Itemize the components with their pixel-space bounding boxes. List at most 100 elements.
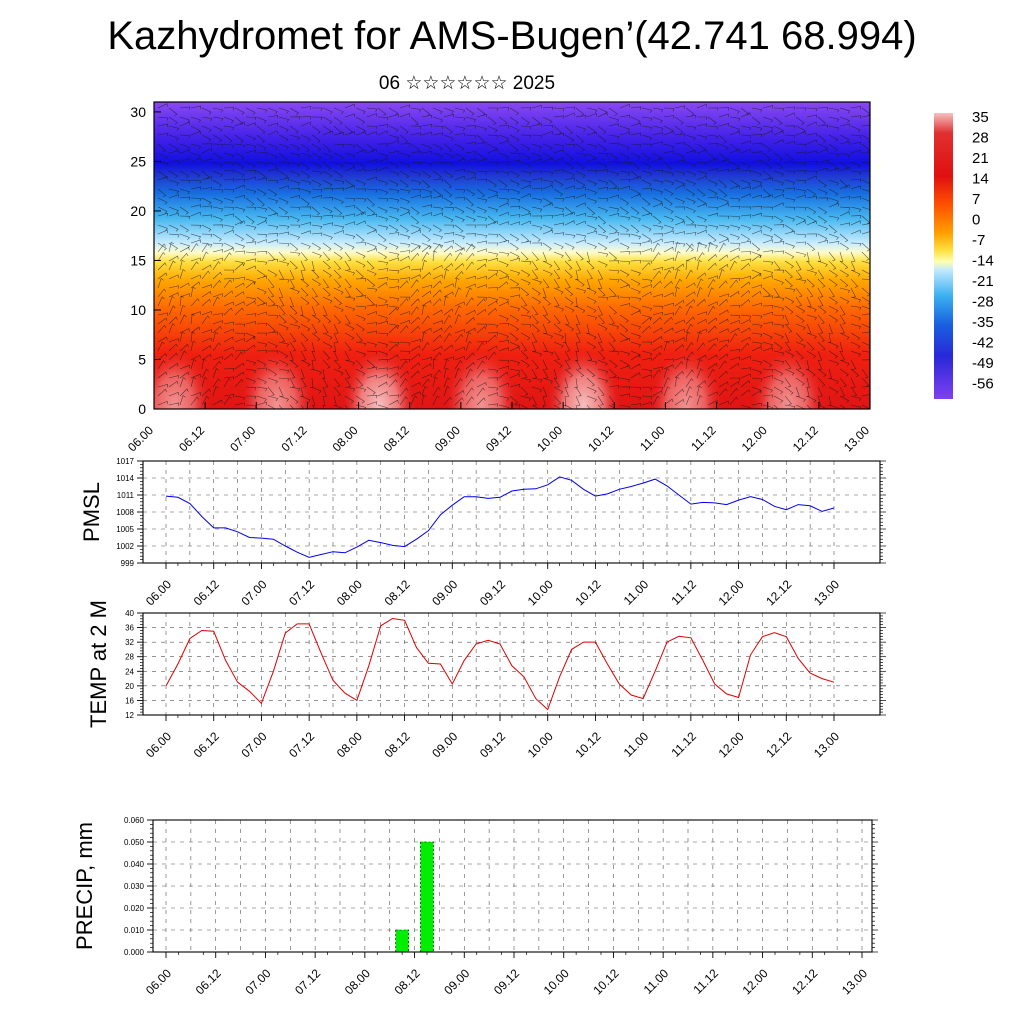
wind-barb (685, 378, 694, 388)
wind-barb (619, 242, 630, 250)
wind-barb (707, 400, 718, 406)
wind-barb (696, 278, 704, 289)
wind-barb (377, 320, 388, 325)
wind-barb (190, 257, 201, 262)
wind-barb (388, 161, 399, 169)
wind-barb (278, 287, 284, 298)
wind-barb (861, 368, 869, 379)
wind-barb (344, 341, 352, 352)
wind-barb (839, 242, 849, 251)
wind-barb (399, 224, 409, 233)
wind-barb (465, 170, 477, 176)
wind-barb (751, 242, 761, 252)
wind-barb (861, 278, 870, 280)
wind-barb (245, 197, 255, 207)
wind-barb (432, 250, 438, 262)
wind-barb (190, 396, 200, 406)
wind-barb (663, 230, 674, 235)
wind-barb (333, 296, 343, 306)
wind-barb (344, 103, 355, 109)
wind-barb (179, 246, 190, 253)
wind-barb (454, 143, 465, 151)
wind-barb (520, 278, 531, 286)
wind-barb (487, 300, 498, 307)
wind-barb (652, 242, 660, 253)
wind-barb (377, 404, 389, 409)
wind-barb (190, 358, 197, 370)
wind-barb (795, 151, 807, 155)
wind-barb (707, 279, 716, 289)
wind-barb (234, 143, 246, 149)
wind-barb (421, 114, 433, 119)
wind-barb (795, 395, 806, 402)
wind-barb (476, 397, 486, 406)
wind-barb (817, 134, 827, 144)
wind-barb (531, 158, 542, 163)
wind-barb (234, 107, 245, 115)
wind-barb (553, 323, 562, 333)
wind-barb (718, 293, 729, 298)
wind-barb (795, 278, 807, 284)
wind-barb (729, 255, 740, 262)
wind-barb (817, 359, 823, 370)
wind-barb (245, 215, 255, 224)
wind-barb (718, 343, 728, 352)
warm-spot (647, 347, 724, 409)
wind-barb (190, 286, 196, 298)
wind-barb (861, 231, 870, 235)
wind-barb (630, 132, 642, 137)
wind-barb (300, 323, 311, 332)
wind-barb (850, 185, 861, 190)
wind-barb (795, 116, 805, 125)
wind-barb (729, 260, 737, 271)
heatmap-x-tick-label: 06.12 (176, 423, 207, 454)
wind-barb (223, 393, 235, 398)
wind-barb (795, 131, 806, 136)
wind-barb (366, 311, 377, 316)
wind-barb (630, 403, 642, 407)
wind-barb (289, 251, 301, 257)
wind-barb (311, 224, 323, 230)
wind-barb (619, 359, 630, 368)
wind-barb (762, 143, 772, 153)
series-line (165, 476, 835, 558)
wind-barb (355, 332, 363, 343)
wind-barb (234, 307, 244, 316)
wind-barb (773, 170, 784, 177)
wind-barb (652, 395, 660, 406)
wind-barb (718, 188, 728, 198)
heatmap-x-axis: 06.00 06.12 07.00 07.12 08.00 08.12 09.00 09.12… (125, 402, 872, 454)
wind-barb (168, 316, 178, 325)
wind-barb (498, 371, 509, 379)
wind-barb (806, 150, 818, 154)
wind-barb (773, 188, 785, 194)
wind-barb (608, 238, 619, 244)
wind-barb (542, 143, 553, 151)
wind-barb (575, 278, 585, 287)
wind-barb (267, 239, 278, 244)
wind-barb (575, 202, 586, 208)
wind-barb (696, 354, 707, 361)
wind-barb (806, 160, 818, 165)
wind-barb (696, 368, 704, 379)
wind-barb (157, 288, 167, 298)
wind-barb (322, 332, 333, 340)
wind-barb (157, 152, 168, 160)
wind-barb (157, 317, 168, 325)
wind-barb (685, 351, 695, 361)
wind-barb (245, 122, 256, 127)
wind-barb (817, 278, 826, 288)
wind-barb (520, 107, 532, 111)
wind-barb (751, 314, 763, 319)
wind-barb (729, 107, 740, 114)
wind-barb (212, 116, 224, 122)
x-tick-label: 08.00 (334, 729, 365, 760)
wind-barb (309, 377, 314, 389)
wind-barb (575, 269, 579, 281)
wind-barb (553, 287, 564, 295)
wind-barb (487, 170, 499, 174)
wind-barb (476, 134, 485, 144)
wind-barb (256, 116, 267, 124)
wind-barb (366, 287, 378, 293)
wind-barb (762, 125, 774, 131)
